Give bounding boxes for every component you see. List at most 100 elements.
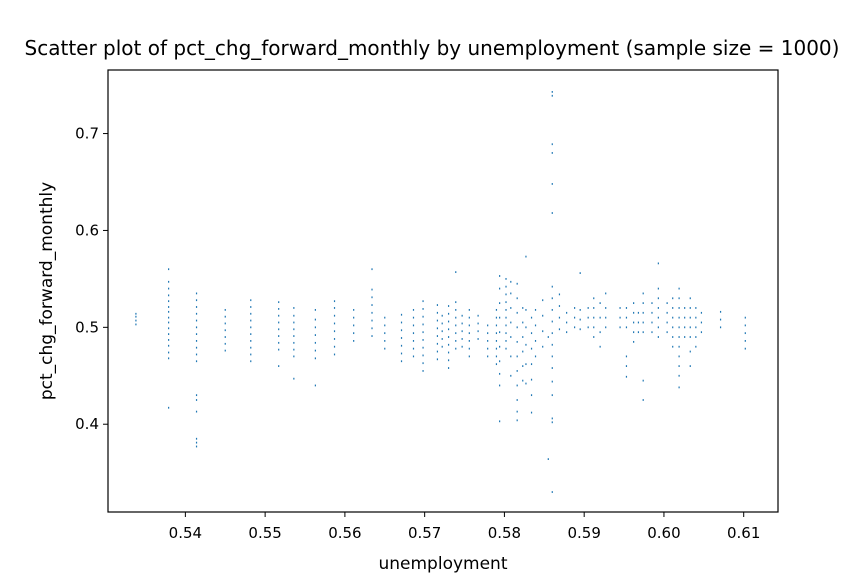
data-point (551, 297, 553, 300)
data-point (642, 379, 644, 382)
data-point (719, 318, 722, 321)
data-point (689, 336, 691, 338)
data-point (400, 313, 403, 316)
data-point (195, 306, 198, 308)
data-point (530, 316, 533, 319)
data-point (293, 307, 295, 309)
data-point (666, 302, 668, 305)
data-point (495, 316, 498, 319)
data-point (505, 316, 507, 319)
data-point (447, 367, 450, 369)
data-point (689, 326, 691, 329)
data-point (542, 330, 544, 333)
data-point (684, 316, 686, 319)
data-point (447, 343, 450, 346)
data-point (499, 345, 501, 348)
data-point (195, 299, 198, 302)
data-point (455, 271, 457, 274)
data-point (422, 323, 424, 326)
data-point (566, 311, 568, 314)
data-point (293, 377, 295, 380)
data-point (637, 321, 640, 324)
data-point (441, 330, 443, 333)
data-point (672, 307, 674, 309)
data-point (651, 321, 653, 324)
data-point (551, 152, 553, 154)
data-point (651, 311, 653, 314)
data-point (436, 311, 439, 314)
data-point (168, 268, 170, 271)
data-point (314, 308, 316, 311)
data-point (499, 316, 501, 319)
data-point (666, 311, 668, 314)
y-tick-label: 0.6 (75, 221, 99, 239)
data-point (510, 355, 512, 358)
data-point (250, 333, 252, 336)
data-point (534, 355, 537, 358)
data-point (400, 360, 403, 363)
data-point (436, 350, 439, 353)
data-point (605, 326, 607, 329)
data-point (551, 285, 553, 288)
data-point (678, 355, 680, 358)
data-point (135, 323, 137, 326)
data-point (195, 360, 198, 363)
data-point (499, 420, 501, 423)
data-point (400, 344, 403, 347)
data-point (477, 314, 479, 317)
data-point (333, 353, 336, 356)
data-point (487, 340, 489, 342)
data-point (516, 410, 518, 413)
data-point (224, 329, 226, 332)
data-point (422, 300, 424, 303)
data-point (625, 375, 628, 378)
data-point (353, 308, 355, 311)
data-point (516, 326, 518, 329)
data-point (547, 336, 549, 338)
y-tick-label: 0.5 (75, 318, 99, 336)
data-point (657, 307, 659, 309)
data-point (510, 292, 512, 295)
data-point (447, 351, 450, 354)
data-point (278, 314, 280, 317)
data-point (333, 330, 336, 333)
data-point (278, 301, 280, 304)
data-point (619, 316, 621, 319)
data-point (516, 419, 518, 422)
data-point (400, 337, 403, 339)
data-point (278, 308, 280, 310)
data-point (689, 365, 691, 367)
data-point (371, 288, 373, 291)
data-point (278, 321, 280, 324)
data-point (487, 324, 489, 327)
data-point (293, 321, 295, 324)
data-point (593, 307, 595, 309)
data-point (195, 333, 198, 336)
data-point (744, 316, 746, 319)
data-point (625, 365, 628, 367)
data-point (333, 322, 336, 325)
data-point (436, 304, 439, 306)
data-point (333, 345, 336, 348)
data-point (522, 321, 524, 324)
data-point (195, 292, 198, 295)
data-point (455, 316, 457, 319)
data-point (195, 410, 198, 413)
data-point (551, 380, 553, 383)
data-point (542, 299, 544, 302)
data-point (551, 94, 553, 97)
data-point (168, 344, 170, 347)
data-point (195, 399, 198, 401)
data-point (422, 331, 424, 334)
data-point (412, 308, 415, 311)
data-point (744, 324, 746, 327)
data-point (461, 345, 463, 348)
data-point (135, 319, 137, 322)
data-point (250, 312, 252, 315)
data-point (168, 339, 170, 341)
data-point (495, 332, 498, 335)
x-tick-label: 0.57 (408, 524, 441, 542)
data-point (551, 367, 553, 369)
data-point (250, 360, 252, 363)
